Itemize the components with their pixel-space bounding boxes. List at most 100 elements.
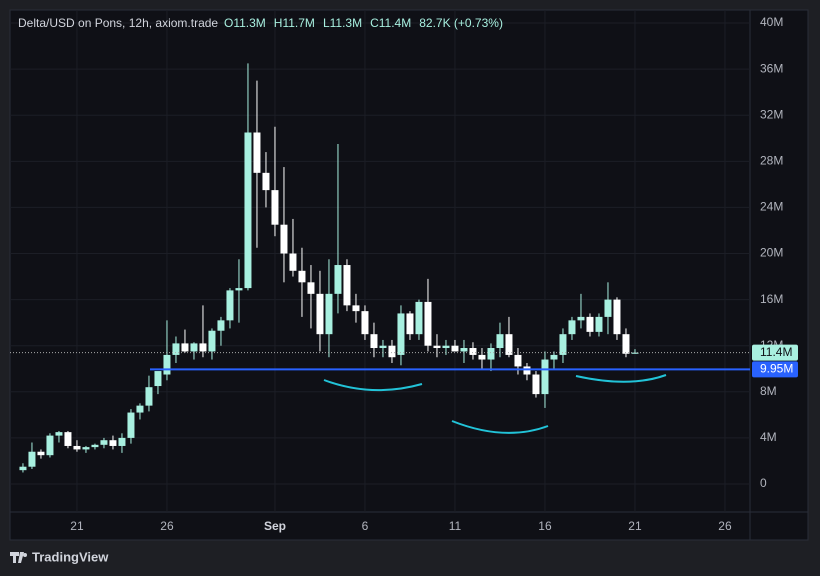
candle-body xyxy=(478,354,486,360)
candle-body xyxy=(316,293,324,335)
candle-body xyxy=(541,359,549,395)
candle-body xyxy=(298,270,306,283)
y-tick-label: 24M xyxy=(760,200,783,214)
candle-body xyxy=(334,265,342,294)
candle-body xyxy=(235,288,243,291)
candle-body xyxy=(406,313,414,335)
level-label: 9.95M xyxy=(760,362,793,376)
x-tick-label: 11 xyxy=(449,519,462,533)
candle-body xyxy=(307,282,315,294)
candle-body xyxy=(289,253,297,271)
x-tick-label: 21 xyxy=(628,519,642,533)
chart-frame xyxy=(9,9,809,541)
ohlc-value: O11.3M xyxy=(224,16,266,30)
candle-body xyxy=(217,320,225,331)
candle-body xyxy=(55,432,63,436)
candle-body xyxy=(469,348,477,355)
candle-body xyxy=(163,354,171,375)
candle-body xyxy=(595,316,603,332)
candle-body xyxy=(604,299,612,317)
candle-body xyxy=(451,345,459,352)
tv-logo xyxy=(10,552,27,563)
candle-body xyxy=(28,451,36,467)
candle-body xyxy=(532,374,540,395)
candle-body xyxy=(586,316,594,332)
candle-body xyxy=(199,343,207,352)
candle-body xyxy=(424,301,432,346)
candle-body xyxy=(253,132,261,173)
candle-body xyxy=(73,445,81,450)
candle-body xyxy=(145,387,153,406)
candle-body xyxy=(496,334,504,349)
candle-body xyxy=(514,354,522,367)
candle-body xyxy=(460,348,468,352)
candle-body xyxy=(370,334,378,349)
ohlc-value: 82.7K (+0.73%) xyxy=(419,16,503,30)
candle-body xyxy=(91,444,99,448)
candle-body xyxy=(64,432,72,446)
footer-brand: TradingView xyxy=(32,549,109,564)
y-tick-label: 20M xyxy=(760,246,783,260)
x-tick-label: 26 xyxy=(718,519,732,533)
y-tick-label: 32M xyxy=(760,107,783,121)
candle-body xyxy=(127,412,135,438)
candle-body xyxy=(325,293,333,335)
candle-body xyxy=(154,371,162,387)
candle-body xyxy=(226,290,234,321)
level-box xyxy=(752,361,798,378)
candle-body xyxy=(397,313,405,355)
x-tick-label: 21 xyxy=(70,519,84,533)
y-tick-label: 40M xyxy=(760,15,783,29)
candle-body xyxy=(37,451,45,456)
symbol-title: Delta/USD on Pons, 12h, axiom.trade xyxy=(18,16,218,30)
x-tick-label: 6 xyxy=(362,519,369,533)
ohlc-value: L11.3M xyxy=(323,16,362,30)
candle-body xyxy=(19,466,27,471)
y-tick-label: 16M xyxy=(760,292,783,306)
candle-body xyxy=(271,190,279,225)
candle-body xyxy=(181,343,189,352)
candle-body xyxy=(352,305,360,312)
last-price-label: 11.4M xyxy=(760,345,792,359)
candle-body xyxy=(361,311,369,335)
candle-body xyxy=(100,440,108,445)
y-tick-label: 28M xyxy=(760,153,783,167)
candle-body xyxy=(379,345,387,349)
candle-body xyxy=(433,345,441,349)
y-tick-label: 4M xyxy=(760,430,777,444)
candle-body xyxy=(262,172,270,191)
candle-body xyxy=(487,348,495,360)
candle-body xyxy=(244,132,252,289)
candle-body xyxy=(343,265,351,306)
candle-body xyxy=(442,345,450,349)
curve-drawing xyxy=(451,420,549,434)
y-tick-label: 36M xyxy=(760,61,783,75)
candle-body xyxy=(208,330,216,352)
ohlc-value: H11.7M xyxy=(274,16,315,30)
candles xyxy=(19,63,639,473)
last-price-box xyxy=(752,344,798,361)
y-tick-label: 8M xyxy=(760,384,777,398)
ohlc-readout: O11.3M H11.7M L11.3M C11.4M 82.7K (+0.73%) xyxy=(224,16,503,30)
curve-drawing xyxy=(575,374,667,383)
x-tick-label: 16 xyxy=(538,519,552,533)
overlay: 11.4M 9.95M xyxy=(10,344,798,378)
candle-body xyxy=(109,440,117,446)
candle-body xyxy=(172,343,180,355)
candle-body xyxy=(388,345,396,358)
candle-body xyxy=(559,334,567,355)
candle-body xyxy=(631,352,639,354)
candle-body xyxy=(613,299,621,335)
candle-body xyxy=(568,320,576,335)
candle-body xyxy=(118,437,126,446)
candle-body xyxy=(622,334,630,354)
ohlc-value: C11.4M xyxy=(370,16,411,30)
logo-dot xyxy=(23,553,27,557)
candle-body xyxy=(280,224,288,254)
candle-body xyxy=(550,354,558,360)
x-tick-label: 26 xyxy=(160,519,174,533)
y-tick-label: 0 xyxy=(760,476,767,490)
drawings xyxy=(323,374,667,434)
candle-body xyxy=(190,343,198,352)
